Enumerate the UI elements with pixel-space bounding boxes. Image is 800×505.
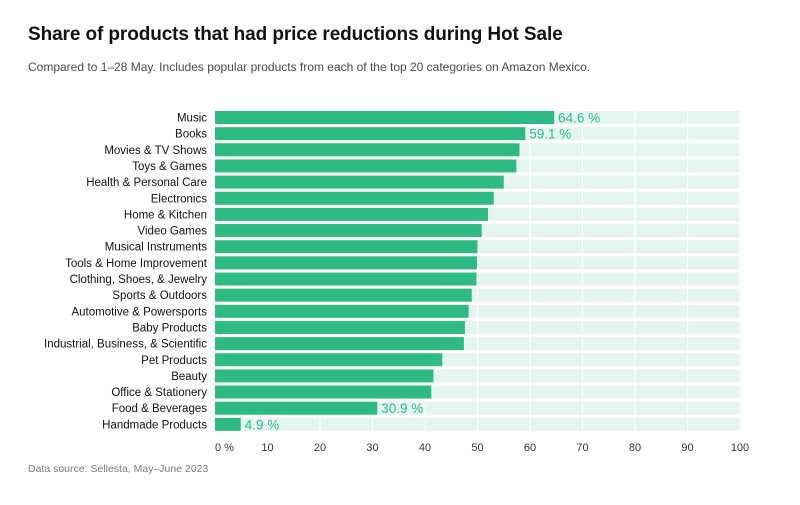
bar <box>215 127 526 141</box>
category-label: Music <box>177 113 207 125</box>
category-label: Food & Beverages <box>112 403 208 415</box>
category-label: Clothing, Shoes, & Jewelry <box>70 274 208 286</box>
x-tick-label: 80 <box>629 442 641 454</box>
data-label: 30.9 % <box>381 401 423 416</box>
bar <box>215 224 482 238</box>
bar <box>215 256 477 270</box>
bar <box>215 401 378 415</box>
chart-subtitle: Compared to 1–28 May. Includes popular p… <box>28 60 591 74</box>
bar <box>215 207 488 221</box>
data-label: 64.6 % <box>558 111 600 126</box>
category-label: Electronics <box>151 193 207 205</box>
category-label: Automotive & Powersports <box>71 306 207 318</box>
x-tick-label: 30 <box>366 442 378 454</box>
data-source-note: Data source: Sellesta, May–June 2023 <box>28 463 209 475</box>
bar <box>215 111 555 124</box>
x-tick-label: 90 <box>681 442 693 454</box>
category-label: Industrial, Business, & Scientific <box>44 339 207 351</box>
x-tick-label: 70 <box>576 442 588 454</box>
category-label: Sports & Outdoors <box>112 290 207 302</box>
category-label: Home & Kitchen <box>124 209 207 221</box>
bar <box>215 272 477 286</box>
x-tick-label: 100 <box>731 442 749 454</box>
bar <box>215 369 434 383</box>
bar <box>215 240 478 254</box>
category-label: Health & Personal Care <box>86 177 207 189</box>
x-tick-label: 60 <box>524 442 536 454</box>
bar <box>215 385 432 399</box>
x-tick-label: 20 <box>314 442 326 454</box>
category-label: Toys & Games <box>132 161 207 173</box>
bar <box>215 288 472 302</box>
bar <box>215 191 494 205</box>
category-label: Beauty <box>171 371 207 383</box>
category-label: Pet Products <box>141 355 207 367</box>
category-label: Musical Instruments <box>105 242 208 254</box>
bar <box>215 417 241 431</box>
x-tick-label: 10 <box>261 442 273 454</box>
bar <box>215 337 464 351</box>
x-tick-label: 40 <box>419 442 431 454</box>
category-label: Office & Stationery <box>111 387 207 399</box>
bar <box>215 143 520 157</box>
chart-title: Share of products that had price reducti… <box>28 24 563 45</box>
category-label: Movies & TV Shows <box>104 145 207 157</box>
category-label: Baby Products <box>132 322 207 334</box>
bar <box>215 304 469 318</box>
category-label: Handmade Products <box>102 419 207 431</box>
data-label: 4.9 % <box>245 417 280 432</box>
x-tick-label: 0 % <box>215 442 234 454</box>
category-label: Video Games <box>138 226 208 238</box>
bar <box>215 159 517 173</box>
bar <box>215 353 443 367</box>
bar <box>215 175 504 189</box>
bar <box>215 320 465 334</box>
category-label: Tools & Home Improvement <box>65 258 208 270</box>
category-label: Books <box>175 129 207 141</box>
x-tick-label: 50 <box>471 442 483 454</box>
data-label: 59.1 % <box>529 127 571 142</box>
